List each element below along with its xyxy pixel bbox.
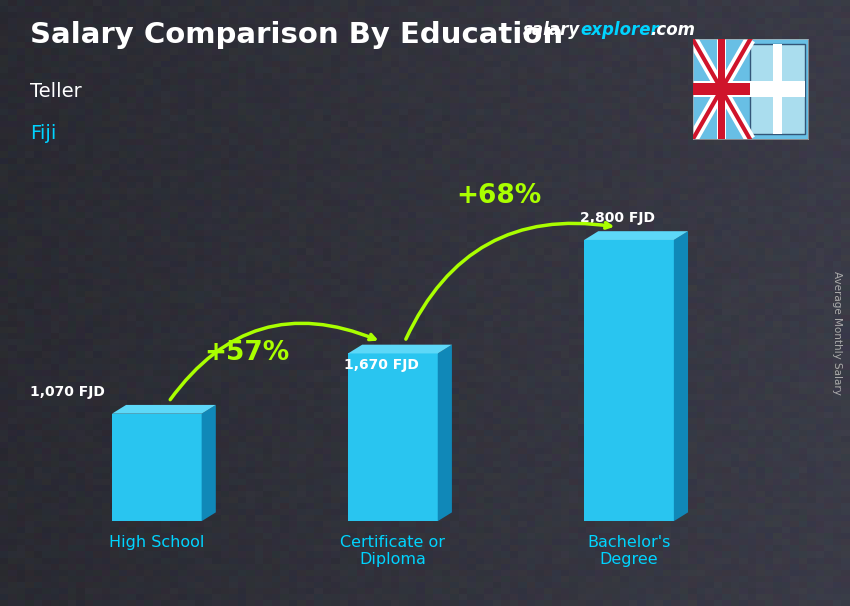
Polygon shape (348, 353, 438, 521)
Polygon shape (201, 405, 216, 521)
Bar (774, 44, 782, 135)
Text: .com: .com (650, 21, 695, 39)
Text: Teller: Teller (30, 82, 82, 101)
Text: explorer: explorer (581, 21, 660, 39)
Polygon shape (674, 231, 688, 521)
Bar (717, 39, 726, 139)
Polygon shape (438, 345, 452, 521)
Polygon shape (348, 345, 452, 353)
Text: 1,070 FJD: 1,070 FJD (30, 385, 105, 399)
Text: 2,800 FJD: 2,800 FJD (580, 211, 654, 225)
Text: Average Monthly Salary: Average Monthly Salary (832, 271, 842, 395)
Text: 1,670 FJD: 1,670 FJD (343, 358, 418, 371)
Text: +57%: +57% (204, 340, 289, 365)
Bar (718, 39, 725, 139)
Polygon shape (584, 231, 688, 240)
Bar (693, 84, 750, 95)
Text: +68%: +68% (456, 183, 541, 209)
Text: Fiji: Fiji (30, 124, 56, 143)
Bar (750, 81, 805, 98)
Text: salary: salary (523, 21, 580, 39)
Bar (750, 44, 805, 135)
Bar (693, 81, 750, 98)
Polygon shape (112, 405, 216, 414)
Polygon shape (584, 240, 674, 521)
Text: Salary Comparison By Education: Salary Comparison By Education (30, 21, 563, 49)
Polygon shape (112, 414, 201, 521)
